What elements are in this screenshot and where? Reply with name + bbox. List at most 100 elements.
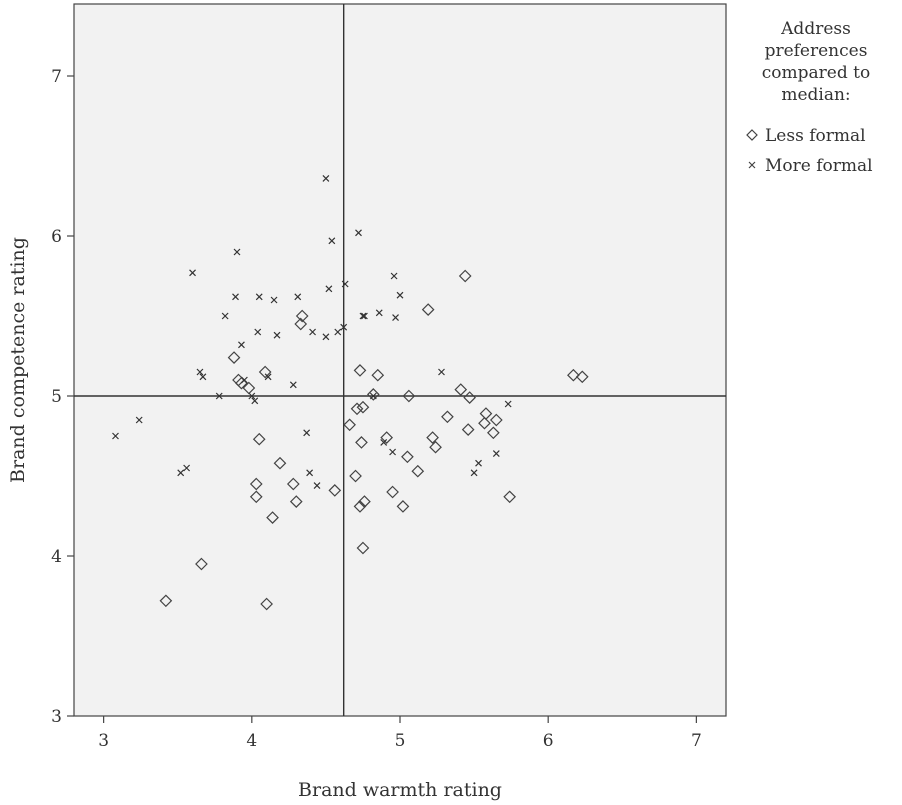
point-less-formal [487, 426, 500, 440]
point-more-formal [189, 269, 196, 277]
point-more-formal [369, 392, 377, 400]
point-less-formal [421, 303, 435, 316]
point-more-formal [177, 469, 185, 477]
point-more-formal [248, 392, 256, 400]
point-more-formal [264, 373, 272, 381]
x-tick-label: 4 [246, 731, 257, 751]
point-more-formal [183, 464, 191, 472]
point-more-formal [504, 400, 512, 408]
point-more-formal [289, 381, 297, 389]
x-axis: 3 4 5 6 7 [98, 716, 702, 751]
point-more-formal [355, 229, 362, 237]
legend-entry-less-formal: Less formal [765, 126, 866, 146]
y-tick-label: 6 [51, 227, 62, 247]
point-less-formal [396, 500, 410, 513]
point-less-formal [567, 368, 580, 382]
point-less-formal [273, 456, 287, 470]
y-tick-label: 4 [51, 547, 62, 567]
x-tick-label: 6 [543, 731, 554, 751]
point-more-formal [215, 392, 223, 400]
plot-background [73, 3, 727, 717]
point-less-formal [371, 368, 385, 382]
point-more-formal [328, 237, 336, 245]
point-less-formal [402, 389, 416, 403]
point-more-formal [196, 368, 204, 376]
legend-x-marker [748, 161, 756, 169]
point-less-formal [266, 511, 279, 524]
point-less-formal [366, 388, 380, 401]
y-tick-label: 5 [51, 387, 62, 407]
point-less-formal [195, 557, 208, 571]
legend-title-line-4: median: [781, 85, 850, 105]
point-more-formal [238, 341, 245, 349]
point-more-formal [251, 397, 259, 405]
point-more-formal [240, 376, 248, 384]
point-less-formal [294, 317, 308, 331]
legend: Address preferences compared to median: … [746, 19, 873, 176]
point-more-formal [273, 331, 281, 339]
point-more-formal [390, 272, 398, 280]
point-less-formal [286, 477, 300, 491]
point-more-formal [254, 328, 262, 336]
point-more-formal [389, 448, 397, 456]
point-more-formal [380, 438, 388, 446]
legend-title-line-2: preferences [765, 41, 868, 61]
point-less-formal [353, 364, 367, 377]
point-less-formal [260, 597, 273, 611]
point-less-formal [479, 407, 493, 420]
point-more-formal [334, 328, 342, 336]
point-less-formal [350, 402, 364, 416]
point-more-formal [255, 293, 263, 301]
point-less-formal [356, 400, 370, 414]
point-more-formal [470, 469, 478, 477]
legend-title-line-3: compared to [762, 63, 870, 83]
point-less-formal [343, 418, 356, 432]
point-more-formal [341, 280, 349, 288]
point-less-formal [458, 269, 472, 283]
point-more-formal [221, 312, 229, 320]
point-more-formal [392, 314, 399, 322]
point-less-formal [489, 413, 503, 427]
point-less-formal [380, 431, 394, 444]
legend-diamond-marker [746, 129, 758, 141]
y-tick-label: 7 [51, 67, 62, 87]
point-more-formal [135, 416, 143, 424]
point-less-formal [426, 431, 439, 444]
point-less-formal [461, 423, 475, 436]
point-less-formal [503, 490, 517, 504]
point-more-formal [303, 429, 311, 437]
point-less-formal [463, 391, 476, 404]
point-more-formal [322, 333, 330, 341]
x-axis-label: Brand warmth rating [298, 779, 502, 801]
point-more-formal [375, 309, 383, 317]
point-more-formal [325, 285, 333, 293]
point-more-formal [438, 368, 445, 376]
point-less-formal [411, 464, 425, 478]
point-less-formal [328, 484, 342, 497]
point-less-formal [401, 450, 414, 464]
reference-lines [74, 4, 726, 716]
point-more-formal [112, 432, 119, 440]
point-more-formal [492, 450, 500, 458]
point-less-formal [258, 365, 272, 379]
legend-entry-more-formal: More formal [765, 156, 873, 176]
point-more-formal [270, 296, 278, 304]
x-tick-label: 5 [395, 731, 406, 751]
point-less-formal [295, 309, 309, 323]
point-more-formal [340, 323, 348, 331]
point-less-formal [227, 351, 241, 364]
point-less-formal [575, 370, 589, 384]
point-more-formal [232, 293, 239, 301]
y-axis: 3 4 5 6 7 [51, 67, 74, 727]
point-more-formal [309, 328, 316, 336]
point-less-formal [356, 541, 370, 555]
data-points [112, 174, 589, 611]
point-less-formal [159, 594, 173, 608]
point-less-formal [478, 416, 491, 430]
point-less-formal [353, 500, 367, 513]
point-more-formal [322, 174, 330, 182]
point-less-formal [386, 485, 399, 499]
point-less-formal [441, 410, 454, 424]
point-more-formal [359, 312, 367, 320]
point-more-formal [396, 291, 404, 299]
